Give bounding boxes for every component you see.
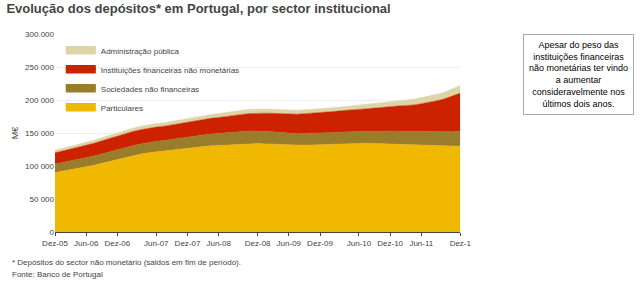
svg-text:Sociedades não financeiras: Sociedades não financeiras: [101, 85, 199, 94]
svg-text:Dez-09: Dez-09: [307, 239, 333, 248]
svg-text:50 000: 50 000: [30, 195, 55, 204]
svg-text:Apesar do peso dasinstituições: Apesar do peso dasinstituições financeir…: [529, 40, 628, 109]
svg-text:250 000: 250 000: [25, 63, 54, 72]
svg-text:Jun-06: Jun-06: [74, 239, 99, 248]
svg-text:Jun-11: Jun-11: [409, 239, 433, 248]
svg-text:Dez-05: Dez-05: [42, 239, 68, 248]
svg-text:Instituições financeiras não m: Instituições financeiras não monetárias: [101, 66, 239, 75]
svg-text:Fonte: Banco de Portugal: Fonte: Banco de Portugal: [12, 270, 103, 279]
svg-text:Particulares: Particulares: [101, 104, 143, 113]
svg-text:300.000: 300.000: [25, 30, 54, 39]
svg-text:Jun-08: Jun-08: [206, 239, 231, 248]
svg-text:Dez-08: Dez-08: [245, 239, 271, 248]
svg-text:* Depósitos do sector não mone: * Depósitos do sector não monetário (sal…: [12, 258, 241, 267]
svg-text:Evolução dos depósitos* em Por: Evolução dos depósitos* em Portugal, por…: [6, 1, 390, 16]
svg-text:Jun-10: Jun-10: [347, 239, 372, 248]
svg-text:100 000: 100 000: [25, 162, 54, 171]
svg-text:0: 0: [50, 228, 55, 237]
svg-text:Administração pública: Administração pública: [101, 47, 180, 56]
svg-text:Dez-1: Dez-1: [450, 239, 472, 248]
svg-text:Dez-06: Dez-06: [104, 239, 130, 248]
svg-text:150 000: 150 000: [25, 129, 54, 138]
svg-text:Dez-10: Dez-10: [377, 239, 403, 248]
svg-text:200 000: 200 000: [25, 96, 54, 105]
svg-text:Jun-09: Jun-09: [277, 239, 302, 248]
svg-text:M€: M€: [10, 127, 20, 140]
svg-text:Dez-07: Dez-07: [175, 239, 201, 248]
svg-text:Jun-07: Jun-07: [144, 239, 169, 248]
